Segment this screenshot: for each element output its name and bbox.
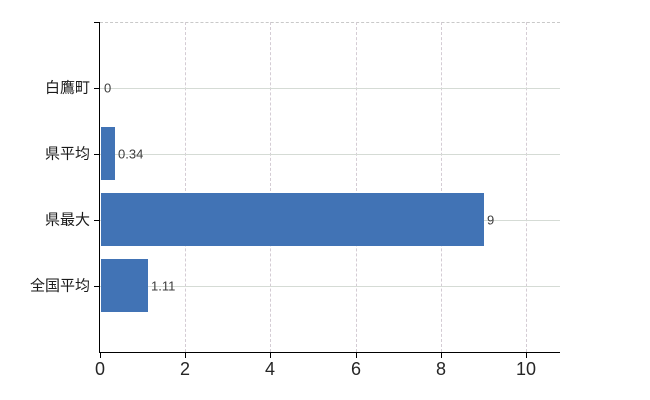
bar-value-label: 9 (487, 212, 495, 228)
h-gridline (100, 88, 560, 89)
bar-value-label: 0.34 (118, 146, 144, 162)
x-tick-label: 4 (264, 359, 276, 379)
v-gridline (185, 22, 186, 352)
x-axis-tick (100, 352, 101, 358)
h-gridline (100, 286, 560, 287)
plot-top-border (100, 22, 560, 23)
bar (101, 193, 484, 246)
x-tick-label: 6 (350, 359, 362, 379)
y-axis-top-tick (94, 22, 100, 23)
v-gridline (441, 22, 442, 352)
category-label: 全国平均 (29, 277, 90, 295)
bar-value-label: 0 (104, 80, 112, 96)
x-axis-tick (356, 352, 357, 358)
v-gridline (356, 22, 357, 352)
x-tick-label: 10 (515, 359, 537, 379)
category-label: 県最大 (44, 211, 90, 229)
x-axis-tick (441, 352, 442, 358)
bar (101, 259, 148, 312)
v-gridline (526, 22, 527, 352)
category-label: 県平均 (44, 145, 90, 163)
y-axis-tick (94, 286, 100, 287)
x-axis-line (99, 352, 560, 353)
x-axis-tick (185, 352, 186, 358)
x-axis-tick (526, 352, 527, 358)
x-axis-tick (270, 352, 271, 358)
bar (101, 127, 115, 180)
y-axis-tick (94, 154, 100, 155)
y-axis-line (99, 22, 100, 353)
y-axis-tick (94, 88, 100, 89)
category-label: 白鷹町 (44, 79, 90, 97)
x-tick-label: 2 (179, 359, 191, 379)
bar-value-label: 1.11 (151, 278, 176, 294)
x-tick-label: 8 (435, 359, 447, 379)
y-axis-tick (94, 220, 100, 221)
v-gridline (270, 22, 271, 352)
x-tick-label: 0 (94, 359, 106, 379)
h-gridline (100, 154, 560, 155)
